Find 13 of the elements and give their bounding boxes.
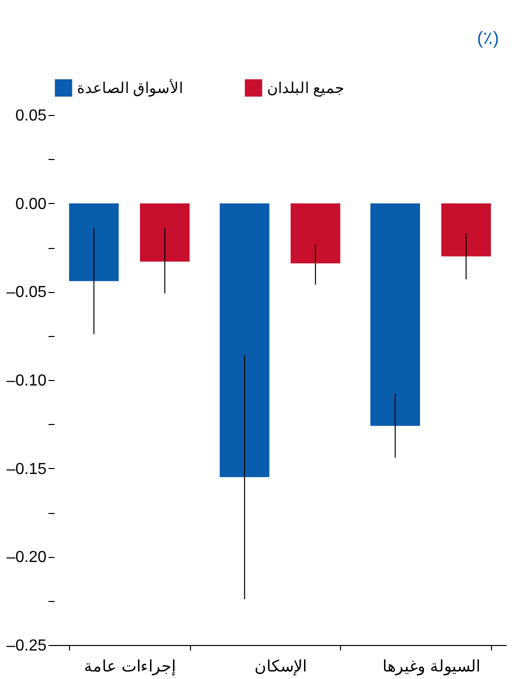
y-tick-label: –0.10 bbox=[6, 372, 47, 390]
legend-label: الأسواق الصاعدة bbox=[77, 78, 184, 97]
y-tick-label: –0.15 bbox=[6, 460, 47, 478]
text: (٪) bbox=[477, 28, 499, 48]
y-tick-label: –0.20 bbox=[6, 549, 47, 566]
text: 0.00 bbox=[15, 196, 46, 213]
y-tick-label: –0.25 bbox=[6, 638, 47, 654]
y-tick-label: 0.05 bbox=[15, 108, 47, 124]
x-tick-label: الإسكان bbox=[254, 658, 306, 676]
y-tick-label: –0.05 bbox=[6, 284, 47, 302]
x-tick-label: السيولة وغيرها bbox=[382, 658, 480, 676]
legend-label: جميع البلدان bbox=[267, 80, 344, 97]
x-tick-label: إجراءات عامة bbox=[84, 658, 176, 676]
